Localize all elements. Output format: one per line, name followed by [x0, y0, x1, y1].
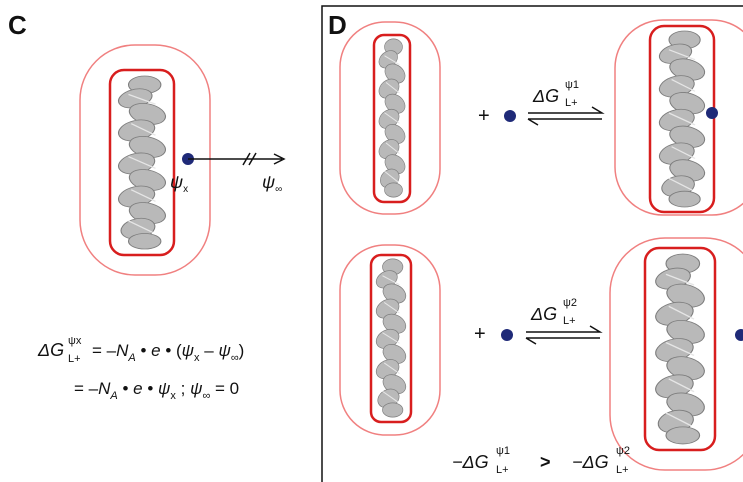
- energy-sub: L+: [565, 97, 578, 109]
- arrow: [188, 153, 284, 165]
- psi-x: ψx: [170, 172, 188, 195]
- text-part: ψ: [262, 172, 275, 192]
- text-part: ∞: [275, 184, 282, 195]
- energy-sub: L+: [496, 464, 509, 476]
- text-part: ψ: [158, 379, 170, 398]
- text-part: •: [143, 379, 158, 398]
- psi-inf: ψ∞: [262, 172, 282, 195]
- panel-label: C: [8, 10, 27, 40]
- dna-helix: [376, 39, 407, 197]
- text-part: ψ: [190, 379, 202, 398]
- dna-helix: [655, 31, 709, 207]
- text-part: A: [127, 352, 135, 364]
- eq-symbol: ΔG: [37, 340, 64, 360]
- text-part: –: [200, 341, 219, 360]
- energy-symbol: ΔG: [530, 304, 557, 324]
- text-part: ψ: [170, 172, 183, 192]
- text-part: e: [151, 341, 160, 360]
- text-part: = 0: [210, 379, 239, 398]
- energy-sup: ψ2: [616, 445, 630, 457]
- text-part: ;: [176, 379, 190, 398]
- text-part: N: [98, 379, 111, 398]
- energy-symbol: −ΔG: [452, 452, 489, 472]
- text-part: A: [109, 390, 117, 402]
- text-part: x: [183, 184, 188, 195]
- equation-line: = –NA • e • (ψx – ψ∞): [92, 341, 244, 364]
- energy-symbol: ΔG: [532, 86, 559, 106]
- figure: C ψx ψ∞ ΔG ψx L+ = –NA • e • (ψx – ψ∞) =…: [0, 0, 743, 482]
- plus: +: [478, 105, 490, 127]
- text-part: ∞: [231, 352, 239, 364]
- ion: [706, 107, 718, 119]
- text-part: •: [136, 341, 151, 360]
- energy-sup: ψ2: [563, 297, 577, 309]
- greater-than: >: [540, 452, 551, 472]
- text-part: • (: [161, 341, 182, 360]
- text-part: ψ: [218, 341, 230, 360]
- text-part: = –: [74, 379, 99, 398]
- dna-helix: [114, 76, 170, 249]
- ion: [735, 329, 743, 341]
- text-part: e: [133, 379, 142, 398]
- panel-label: D: [328, 10, 347, 40]
- energy-symbol: −ΔG: [572, 452, 609, 472]
- text-part: •: [118, 379, 133, 398]
- ion: [504, 110, 516, 122]
- text-part: N: [116, 341, 129, 360]
- eq-sub: L+: [68, 353, 81, 365]
- energy-sup: ψ1: [496, 445, 510, 457]
- eq-sup: ψx: [68, 335, 82, 347]
- text-part: = –: [92, 341, 117, 360]
- equation-line: = –NA • e • ψx ; ψ∞ = 0: [74, 379, 239, 402]
- energy-sub: L+: [616, 464, 629, 476]
- equilibrium-arrows: [526, 326, 600, 344]
- text-part: ): [239, 341, 245, 360]
- ion: [501, 329, 513, 341]
- dna-helix: [651, 254, 710, 444]
- text-part: ∞: [202, 390, 210, 402]
- energy-sup: ψ1: [565, 79, 579, 91]
- plus: +: [474, 323, 486, 345]
- dna-helix: [373, 259, 409, 417]
- text-part: ψ: [182, 341, 194, 360]
- equilibrium-arrows: [528, 107, 602, 125]
- energy-sub: L+: [563, 315, 576, 327]
